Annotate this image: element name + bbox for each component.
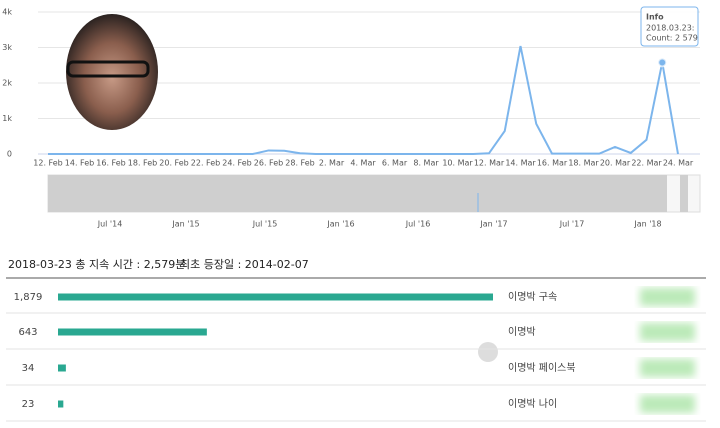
navigator-label: Jan '17 bbox=[479, 220, 507, 229]
blurred-thumb bbox=[640, 359, 695, 377]
blurred-thumb bbox=[640, 323, 695, 341]
x-tick-label: 8. Mar bbox=[413, 159, 439, 168]
photo bbox=[66, 14, 158, 130]
x-tick-label: 16. Mar bbox=[537, 159, 568, 168]
x-tick-label: 14. Mar bbox=[505, 159, 536, 168]
row-label: 이명박 페이스북 bbox=[508, 362, 576, 374]
navigator-label: Jul '17 bbox=[559, 220, 585, 229]
navigator-label: Jul '14 bbox=[97, 220, 123, 229]
x-tick-label: 10. Mar bbox=[442, 159, 473, 168]
y-tick-label: 4k bbox=[2, 8, 12, 17]
x-tick-label: 20. Feb bbox=[159, 159, 188, 168]
navigator-label: Jul '16 bbox=[405, 220, 431, 229]
photo-glasses bbox=[66, 60, 150, 78]
hover-point bbox=[657, 57, 668, 68]
navigator-label: Jan '16 bbox=[326, 220, 354, 229]
x-tick-label: 16. Feb bbox=[96, 159, 125, 168]
bar bbox=[58, 328, 207, 336]
row-value: 23 bbox=[22, 399, 35, 410]
x-tick-label: 20. Mar bbox=[600, 159, 631, 168]
navigator-label: Jan '15 bbox=[171, 220, 199, 229]
row-label: 이명박 나이 bbox=[508, 398, 557, 410]
navigator-mask bbox=[48, 175, 667, 212]
x-tick-label: 18. Mar bbox=[568, 159, 599, 168]
row-value: 34 bbox=[22, 363, 35, 374]
x-tick-label: 24. Feb bbox=[222, 159, 251, 168]
x-tick-label: 2. Mar bbox=[319, 159, 345, 168]
x-tick-label: 12. Feb bbox=[33, 159, 62, 168]
line-series bbox=[48, 45, 679, 155]
tooltip-box bbox=[640, 6, 699, 47]
x-tick-label: 28. Feb bbox=[285, 159, 314, 168]
navigator-label: Jul '15 bbox=[252, 220, 278, 229]
x-tick-label: 4. Mar bbox=[350, 159, 376, 168]
y-tick-label: 3k bbox=[2, 43, 12, 52]
y-tick-label: 1k bbox=[2, 114, 12, 123]
row-value: 643 bbox=[18, 327, 37, 338]
tooltip-date: 2018.03.23: bbox=[646, 24, 695, 33]
summary-first: 최초 등장일 : 2014-02-07 bbox=[180, 257, 309, 271]
x-tick-label: 12. Mar bbox=[474, 159, 505, 168]
summary-duration: 2018-03-23 총 지속 시간 : 2,579분 bbox=[8, 258, 185, 271]
blurred-thumb bbox=[640, 395, 695, 413]
x-tick-label: 26. Feb bbox=[254, 159, 283, 168]
avatar bbox=[478, 342, 498, 362]
tooltip-count: Count: 2 579 bbox=[646, 34, 698, 43]
bar bbox=[58, 364, 66, 372]
navigator bbox=[47, 174, 701, 213]
tooltip-title: Info bbox=[646, 13, 664, 22]
blurred-thumb bbox=[640, 288, 695, 306]
x-tick-label: 18. Feb bbox=[128, 159, 157, 168]
bar bbox=[58, 293, 493, 301]
navigator-mask bbox=[680, 175, 688, 212]
row-label: 이명박 구속 bbox=[508, 291, 557, 303]
y-tick-label: 0 bbox=[7, 150, 12, 159]
x-tick-label: 22. Feb bbox=[191, 159, 220, 168]
tooltip: Info 2018.03.23: Count: 2 579 bbox=[640, 6, 699, 47]
x-tick-label: 6. Mar bbox=[382, 159, 408, 168]
bar bbox=[58, 400, 64, 408]
navigator-label: Jan '18 bbox=[633, 220, 661, 229]
row-value: 1,879 bbox=[14, 292, 43, 303]
row-label: 이명박 bbox=[508, 326, 536, 338]
x-tick-label: 22. Mar bbox=[631, 159, 662, 168]
x-tick-label: 14. Feb bbox=[65, 159, 94, 168]
y-tick-label: 2k bbox=[2, 79, 12, 88]
x-tick-label: 24. Mar bbox=[663, 159, 694, 168]
